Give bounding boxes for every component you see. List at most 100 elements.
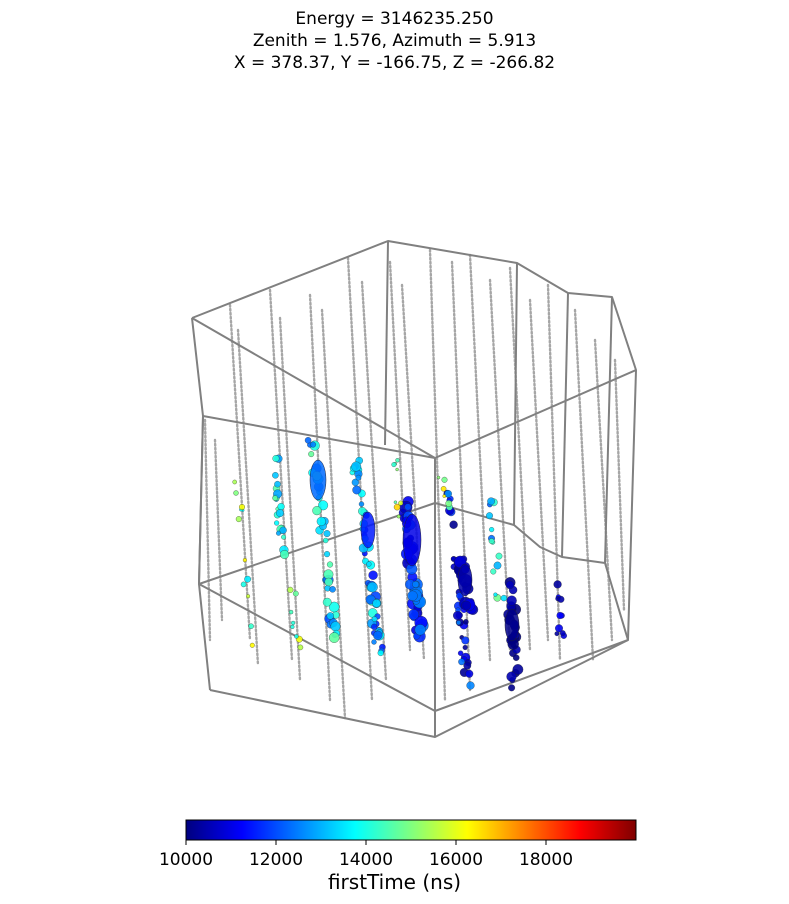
hit-point [466,681,475,690]
hit-point [398,500,404,506]
hit-point [372,599,381,608]
hit-point [352,485,362,495]
hit-points [232,437,567,692]
detector-string-17 [450,260,472,692]
hit-point [393,500,398,504]
hit-cluster-core-2 [457,563,473,597]
hit-point [326,612,334,620]
hit-point [506,595,517,606]
hit-point [323,530,331,538]
outline-edge-3 [191,317,211,691]
hit-point [276,509,284,518]
hit-point [328,601,340,613]
hit-point [458,658,465,666]
detector-string-14 [320,308,347,720]
hit-point [486,512,493,520]
hit-point [312,506,322,516]
hit-point [281,534,287,540]
hit-point [322,597,332,607]
hit-point [277,503,285,511]
title-line-vertex: X = 378.37, Y = -166.75, Z = -266.82 [233,53,556,73]
colorbar-tick-label: 10000 [159,850,213,870]
hit-point [249,642,255,648]
hit-point [272,455,280,462]
hit-cluster-core-0 [309,459,327,501]
hit-point [442,494,447,498]
hit-point [489,527,495,533]
hit-point [404,503,412,511]
detector-string-19 [528,298,550,642]
detector-string-12 [236,328,260,667]
hit-point [233,490,239,496]
hit-point [456,620,461,626]
colorbar-tick-label: 18000 [519,850,573,870]
detector-string-18 [488,278,512,652]
hit-point [371,623,378,631]
hit-point [371,639,377,645]
hit-point [396,514,401,519]
hit-point [493,592,498,597]
detector-string-5 [428,248,447,702]
hit-point [323,537,329,544]
hit-point [412,580,420,588]
detector-string-7 [508,266,532,652]
detector-outline [191,240,637,738]
detector-string-13 [278,316,302,682]
hit-point [462,644,468,651]
hit-point [445,500,453,507]
hit-point [318,500,329,511]
hit-point [280,550,289,559]
hit-point [276,530,281,536]
hit-point [272,495,278,501]
hit-cluster-core-3 [504,608,520,642]
hit-point [453,610,463,621]
hit-point [506,671,517,682]
outline-edge-10 [198,502,436,585]
hit-point [292,590,299,597]
hit-point [288,609,294,615]
hit-point [294,634,299,639]
hit-point [324,577,333,587]
hit-point [239,504,245,510]
hit-point [304,437,312,444]
hit-point [488,538,495,544]
hit-point [371,616,378,622]
hit-point [393,503,401,511]
hit-point [465,669,474,678]
hit-point [414,624,426,636]
hit-point [444,490,452,498]
outline-edge-4 [384,240,389,446]
hit-point [556,611,564,620]
hit-point [554,631,560,637]
outline-edge-0 [191,240,637,459]
hit-point [461,600,471,611]
hit-point [297,644,304,651]
detector-string-6 [468,253,492,662]
hit-point [291,620,296,625]
hit-point [500,594,508,602]
hit-point [244,575,251,583]
outline-edge-9 [627,369,637,641]
hit-point [329,586,336,593]
detector-string-1 [268,288,294,662]
hit-point [559,630,566,636]
hit-point [274,480,281,488]
detector-string-15 [360,280,388,682]
hit-point [436,475,441,480]
hit-point [367,581,378,593]
hit-point [505,580,515,590]
hit-point [323,569,334,580]
colorbar-tick-label: 12000 [249,850,303,870]
hit-point [395,467,399,472]
hit-point [330,621,341,632]
outline-edge-7 [561,292,569,558]
hit-point [351,478,360,487]
hit-point [407,590,418,601]
detector-string-9 [573,308,595,662]
hit-point [395,458,400,463]
hit-point [310,441,317,448]
detector-strings [203,248,626,720]
colorbar-tick-label: 14000 [339,850,393,870]
hit-point [495,552,503,560]
hit-point [368,570,378,580]
